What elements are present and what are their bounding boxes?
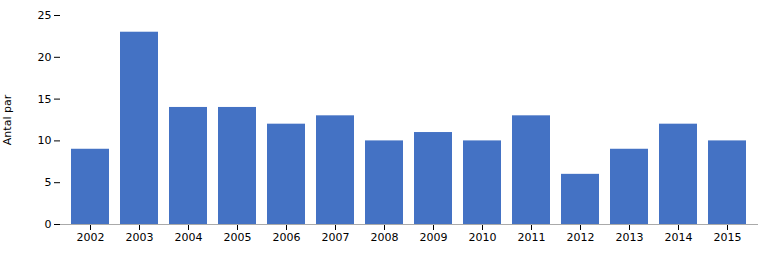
svg-text:2012: 2012: [567, 231, 595, 244]
svg-text:2014: 2014: [665, 231, 693, 244]
svg-text:2009: 2009: [420, 231, 448, 244]
svg-text:2005: 2005: [224, 231, 252, 244]
svg-text:20: 20: [38, 51, 52, 64]
svg-text:15: 15: [38, 93, 52, 106]
svg-text:2010: 2010: [469, 231, 497, 244]
svg-text:Antal par: Antal par: [1, 94, 14, 145]
svg-text:25: 25: [38, 9, 52, 22]
svg-text:2007: 2007: [322, 231, 350, 244]
svg-text:2006: 2006: [273, 231, 301, 244]
svg-text:0: 0: [45, 218, 52, 231]
svg-text:2002: 2002: [77, 231, 105, 244]
svg-text:2015: 2015: [714, 231, 742, 244]
svg-text:2003: 2003: [126, 231, 154, 244]
svg-text:2004: 2004: [175, 231, 203, 244]
svg-text:10: 10: [38, 134, 52, 147]
svg-text:2013: 2013: [616, 231, 644, 244]
svg-text:5: 5: [45, 176, 52, 189]
svg-text:2008: 2008: [371, 231, 399, 244]
svg-text:2011: 2011: [518, 231, 546, 244]
